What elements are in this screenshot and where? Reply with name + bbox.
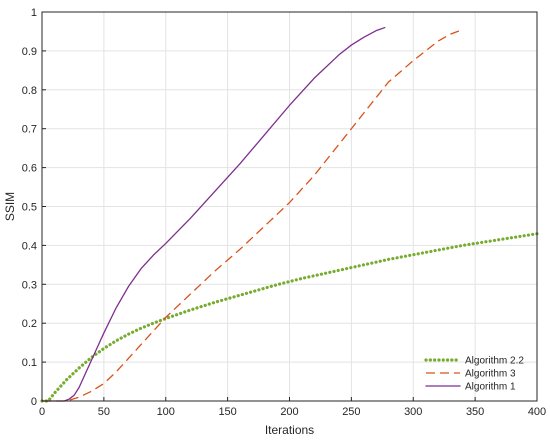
grid: [41, 11, 538, 402]
x-tick-label: 50: [98, 406, 110, 418]
y-tick-label: 0.8: [22, 85, 37, 97]
x-tick-label: 200: [280, 406, 298, 418]
y-tick-label: 0: [31, 396, 37, 408]
y-tick-label: 0.1: [22, 357, 37, 369]
y-tick-label: 0.4: [22, 240, 37, 252]
y-axis-label: SSIM: [3, 192, 17, 221]
y-tick-label: 0.6: [22, 163, 37, 175]
y-tick-label: 0.2: [22, 318, 37, 330]
x-tick-label: 350: [466, 406, 484, 418]
y-tick-label: 0.7: [22, 124, 37, 136]
series-lines: [40, 26, 539, 403]
y-tick-label: 0.5: [22, 202, 37, 214]
y-tick-labels: 0 0.1 0.2 0.3 0.4 0.5 0.6 0.7 0.8 0.9 1: [22, 7, 37, 408]
series-line-algorithm-3: [42, 28, 463, 402]
legend-label: Algorithm 2.2: [465, 356, 524, 367]
y-tick-label: 1: [31, 7, 37, 19]
x-tick-label: 300: [404, 406, 422, 418]
y-tick-label: 0.3: [22, 279, 37, 291]
x-tick-label: 400: [528, 406, 546, 418]
series-line-algorithm-2-2: [40, 232, 539, 403]
x-tick-label: 150: [218, 406, 236, 418]
x-axis-label: Iterations: [265, 423, 314, 437]
legend: Algorithm 2.2 Algorithm 3 Algorithm 1: [424, 356, 524, 393]
legend-label: Algorithm 3: [465, 369, 516, 380]
x-tick-labels: 0 50 100 150 200 250 300 350 400: [39, 406, 546, 418]
x-tick-label: 0: [39, 406, 45, 418]
series-line-algorithm-1: [41, 26, 386, 402]
axis-ticks: [41, 11, 538, 402]
legend-label: Algorithm 1: [465, 382, 516, 393]
x-tick-label: 250: [342, 406, 360, 418]
x-tick-label: 100: [157, 406, 175, 418]
y-tick-label: 0.9: [22, 46, 37, 58]
